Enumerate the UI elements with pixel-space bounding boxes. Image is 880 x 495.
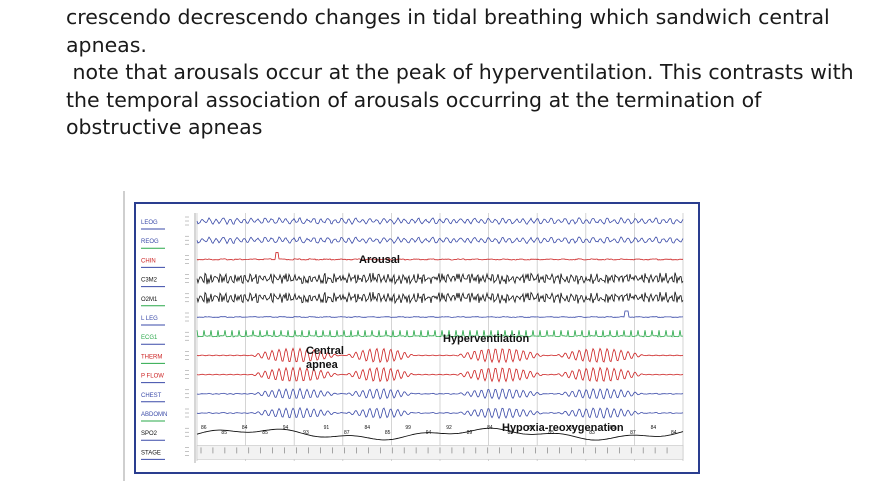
channel-label: REOG [141, 239, 159, 245]
spo2-value: 93 [303, 430, 309, 436]
spo2-value: 83 [589, 430, 595, 436]
spo2-value: 83 [528, 425, 534, 431]
spo2-value: 91 [324, 425, 330, 431]
trace-chin [196, 252, 683, 261]
trace-abdomn [196, 406, 684, 420]
spo2-value: 85 [548, 430, 554, 436]
spo2-value: 85 [385, 430, 391, 436]
spo2-value: 84 [364, 425, 370, 431]
trace-leog [196, 216, 684, 226]
spo2-value: 99 [405, 425, 411, 431]
spo2-value: 87 [630, 430, 636, 436]
channel-label: STAGE [141, 450, 161, 456]
spo2-value: 86 [201, 425, 207, 431]
trace-spo2 [196, 427, 684, 441]
central-apnea-annotation-line2: apnea [306, 359, 339, 371]
trace-o2m1 [196, 291, 684, 305]
trace-therm [196, 347, 684, 364]
polysomnogram-figure: LEOG REOG CHIN C3M2 O2M1 L LEG ECG1 THERM P FLOW… [123, 191, 729, 481]
channel-label: O2M1 [141, 297, 158, 303]
trace-l-leg [196, 310, 683, 318]
channel-label: L LEG [141, 316, 158, 322]
spo2-value: 85 [569, 425, 575, 431]
slide-paragraph-2: note that arousals occur at the peak of … [66, 60, 861, 139]
trace-ecg1 [196, 330, 683, 338]
channel-label: SPO2 [141, 431, 158, 437]
spo2-value: 85 [610, 425, 616, 431]
figure-border [134, 202, 700, 474]
spo2-value: 85 [221, 430, 227, 436]
arousal-annotation: Arousal [359, 254, 400, 266]
channel-label: ABDOMN [141, 412, 167, 418]
channel-label: P FLOW [141, 374, 164, 380]
trace-p-flow [196, 366, 684, 383]
slide-body-text: crescendo decrescendo changes in tidal b… [66, 4, 856, 142]
channel-label: THERM [141, 354, 162, 360]
spo2-value: 84 [487, 425, 493, 431]
spo2-value: 84 [242, 425, 248, 431]
channel-label: CHIN [141, 258, 156, 264]
spo2-value: 84 [651, 425, 657, 431]
trace-c3m2 [196, 272, 684, 286]
spo2-value: 94 [283, 425, 289, 431]
spo2-value: 85 [262, 430, 268, 436]
spo2-value: 94 [426, 430, 432, 436]
slide-paragraph-1: crescendo decrescendo changes in tidal b… [66, 5, 830, 57]
trace-chest [196, 387, 684, 401]
channel-label: CHEST [141, 393, 162, 399]
hyperventilation-annotation: Hyperventilation [443, 333, 529, 345]
spo2-value: 92 [446, 425, 452, 431]
spo2-value: 84 [671, 430, 677, 436]
hypoxia-annotation: Hypoxia-reoxygenation [502, 422, 624, 434]
channel-label: C3M2 [141, 278, 158, 284]
central-apnea-annotation-line1: Central [306, 345, 344, 357]
spo2-value: 87 [344, 430, 350, 436]
spo2-value: 89 [467, 430, 473, 436]
channel-label: ECG1 [141, 335, 158, 341]
channel-label: LEOG [141, 220, 158, 226]
trace-reog [196, 236, 684, 245]
spo2-value: 83 [508, 430, 514, 436]
polysomnogram-svg: LEOG REOG CHIN C3M2 O2M1 L LEG ECG1 THERM P FLOW… [134, 202, 700, 474]
